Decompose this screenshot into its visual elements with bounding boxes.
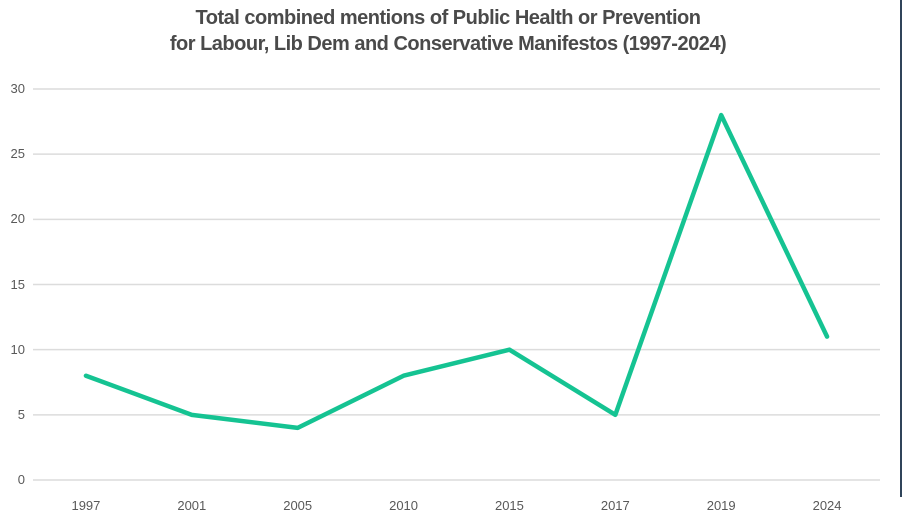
- x-tick-label: 2001: [177, 498, 207, 513]
- y-tick-label: 0: [17, 472, 25, 487]
- y-tick-label: 30: [10, 81, 25, 96]
- data-series-line: [83, 112, 830, 431]
- window-edge-border: [900, 0, 902, 497]
- x-tick-label: 2019: [706, 498, 736, 513]
- x-tick-label: 2005: [283, 498, 313, 513]
- y-tick-label: 10: [10, 341, 25, 357]
- y-tick-label: 25: [10, 146, 25, 162]
- chart-title: Total combined mentions of Public Health…: [0, 5, 896, 57]
- x-tick-label: 2024: [812, 498, 842, 513]
- chart-title-line-2: for Labour, Lib Dem and Conservative Man…: [169, 33, 727, 55]
- y-tick-label: 20: [10, 211, 25, 227]
- x-tick-label: 1997: [71, 498, 101, 513]
- x-tick-label: 2017: [600, 498, 630, 513]
- x-tick-label: 2010: [389, 498, 419, 513]
- y-tick-label: 15: [10, 276, 25, 292]
- x-tick-label: 2015: [494, 498, 524, 513]
- chart-title-line-1: Total combined mentions of Public Health…: [195, 7, 701, 29]
- y-tick-label: 5: [17, 406, 25, 422]
